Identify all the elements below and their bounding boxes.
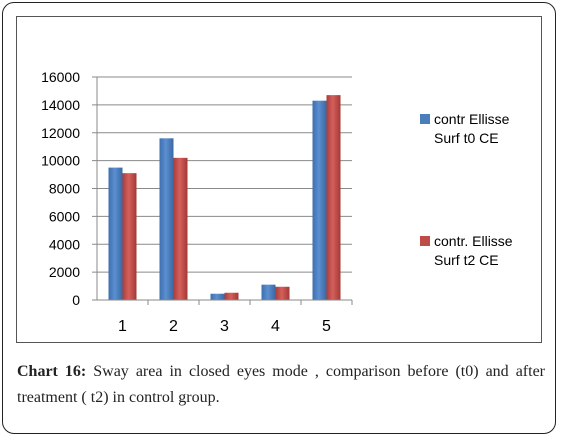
bar-t0 bbox=[159, 138, 174, 300]
y-tick-label: 16000 bbox=[41, 69, 80, 85]
legend-item-t2: contr. Ellisse Surf t2 CE bbox=[420, 232, 526, 270]
y-tick-label: 12000 bbox=[41, 125, 80, 141]
y-tick-label: 2000 bbox=[49, 264, 80, 280]
bar-t0 bbox=[108, 167, 123, 300]
bar-chart: 0 2000 4000 6000 8000 10000 12000 14000 16000 1 2 3… bbox=[41, 69, 353, 335]
x-tick-label: 5 bbox=[322, 318, 331, 335]
legend-item-t0: contr Ellisse Surf t0 CE bbox=[420, 110, 526, 148]
legend-label-t0: contr Ellisse Surf t0 CE bbox=[434, 111, 510, 146]
caption-label: Chart 16: bbox=[17, 363, 87, 380]
y-tick-label: 0 bbox=[72, 292, 80, 308]
y-tick-label: 4000 bbox=[49, 236, 80, 252]
chart-caption: Chart 16: Sway area in closed eyes mode … bbox=[17, 359, 545, 411]
bar-t2 bbox=[122, 173, 137, 300]
bar-t2 bbox=[275, 286, 290, 300]
bar-t0 bbox=[312, 100, 327, 300]
y-tick-label: 14000 bbox=[41, 97, 80, 113]
y-tick-label: 8000 bbox=[49, 181, 80, 197]
bar-t2 bbox=[326, 95, 341, 301]
chart-area: 0 2000 4000 6000 8000 10000 12000 14000 16000 1 2 3… bbox=[16, 16, 542, 343]
legend-swatch-t2 bbox=[420, 236, 430, 246]
x-tick-label: 3 bbox=[220, 318, 229, 335]
bar-t0 bbox=[261, 284, 276, 300]
y-tick-label: 10000 bbox=[41, 153, 80, 169]
y-tick-label: 6000 bbox=[49, 208, 80, 224]
x-tick-label: 4 bbox=[271, 318, 280, 335]
caption-text: Sway area in closed eyes mode , comparis… bbox=[17, 363, 545, 406]
legend-label-t2: contr. Ellisse Surf t2 CE bbox=[434, 233, 513, 268]
x-tick-label: 2 bbox=[169, 318, 178, 335]
legend-swatch-t0 bbox=[420, 114, 430, 124]
bar-t0 bbox=[210, 293, 225, 300]
bar-t2 bbox=[173, 157, 188, 300]
bar-t2 bbox=[224, 292, 239, 300]
x-tick-label: 1 bbox=[118, 318, 127, 335]
figure-frame: 0 2000 4000 6000 8000 10000 12000 14000 16000 1 2 3… bbox=[2, 2, 556, 434]
